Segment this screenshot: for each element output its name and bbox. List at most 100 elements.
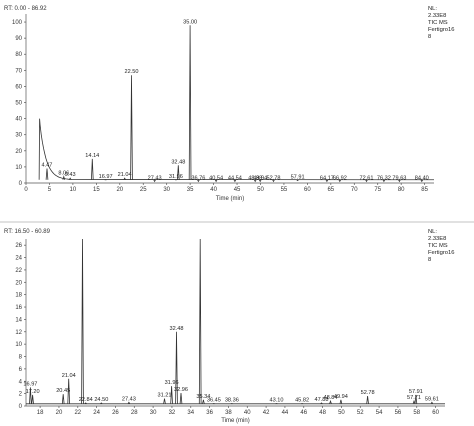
x-tick-label: 58: [413, 410, 420, 416]
y-tick-label: 18: [15, 293, 22, 299]
info-line: NL:: [428, 6, 437, 12]
peak-line: [253, 179, 257, 183]
peak-label: 31.96: [169, 174, 183, 180]
y-tick-label: 24: [15, 256, 22, 262]
peak-line: [170, 386, 173, 404]
y-tick-label: 70: [15, 68, 22, 74]
peak-line: [67, 378, 70, 404]
x-tick-label: 60: [432, 410, 439, 416]
peak-label: 64.17: [320, 175, 334, 181]
x-tick-label: 52: [357, 410, 364, 416]
x-tick-label: 34: [187, 410, 194, 416]
peak-line: [62, 175, 66, 180]
x-tick-label: 42: [263, 410, 270, 416]
y-tick-label: 60: [15, 84, 22, 90]
peak-label: 38.36: [225, 398, 239, 404]
info-line: Fertigro16: [428, 250, 454, 256]
x-tick-label: 30: [163, 187, 170, 193]
peak-label: 45.82: [295, 398, 309, 404]
info-line: 8: [428, 34, 431, 40]
peak-line: [339, 399, 343, 404]
x-tick-label: 50: [257, 187, 264, 193]
peak-label: 48.84: [324, 395, 338, 401]
peak-line: [214, 179, 218, 183]
peak-label: 24.50: [94, 397, 108, 403]
info-line: NL:: [428, 229, 437, 235]
x-tick-label: 65: [327, 187, 334, 193]
peak-label: 35.34: [196, 394, 210, 400]
y-tick-label: 90: [15, 36, 22, 42]
y-tick-label: 22: [15, 268, 22, 274]
info-line: 2.33E8: [428, 13, 446, 19]
peak-line: [45, 168, 49, 180]
peak-label: 21.04: [62, 373, 76, 379]
peak-line: [163, 398, 166, 404]
peak-line: [81, 238, 84, 404]
y-tick-label: 10: [15, 342, 22, 348]
peak-label: 57.91: [409, 389, 423, 395]
peak-label: 84.40: [415, 175, 429, 181]
peak-line: [188, 25, 192, 180]
peak-label: 4.47: [42, 163, 53, 169]
peak-line: [123, 177, 126, 180]
rt-range-label: RT: 16.50 - 60.89: [4, 229, 51, 235]
x-tick-label: 46: [300, 410, 307, 416]
peak-line: [366, 396, 369, 404]
peak-line: [68, 177, 72, 180]
peak-label: 36.45: [207, 398, 221, 404]
y-tick-label: 4: [19, 379, 23, 385]
peak-label: 32.96: [174, 387, 188, 393]
x-tick-label: 20: [56, 410, 63, 416]
peak-line: [233, 179, 237, 183]
y-tick-label: 26: [15, 243, 22, 249]
x-tick-label: 44: [282, 410, 289, 416]
info-line: 8: [428, 257, 431, 263]
x-tick-label: 30: [150, 410, 157, 416]
baseline-trace: [38, 118, 435, 181]
peak-line: [202, 399, 205, 404]
peak-line: [31, 394, 34, 404]
x-tick-label: 54: [376, 410, 383, 416]
x-tick-label: 55: [281, 187, 288, 193]
peak-line: [296, 179, 299, 182]
peak-line: [153, 179, 156, 183]
peak-label: 27.43: [148, 175, 162, 181]
peak-label: 22.50: [125, 69, 139, 75]
peak-label: 27.43: [122, 396, 136, 402]
peak-label: 49.94: [334, 394, 348, 400]
y-tick-label: 8: [19, 355, 23, 361]
x-tick-label: 60: [304, 187, 311, 193]
peak-line: [197, 179, 200, 183]
y-tick-label: 80: [15, 52, 22, 58]
peak-line: [272, 179, 275, 183]
peak-label: 79.63: [392, 175, 406, 181]
x-tick-label: 5: [48, 187, 52, 193]
peak-label: 35.00: [183, 19, 197, 25]
x-tick-label: 38: [225, 410, 232, 416]
x-tick-label: 10: [70, 187, 77, 193]
peak-label: 66.92: [333, 175, 347, 181]
info-line: TIC MS: [428, 243, 448, 249]
x-tick-label: 24: [93, 410, 100, 416]
peak-label: 57.91: [291, 175, 305, 181]
peak-line: [414, 394, 418, 404]
x-tick-label: 18: [37, 410, 44, 416]
x-tick-label: 22: [74, 410, 81, 416]
peak-label: 22.84: [79, 397, 93, 403]
x-tick-label: 20: [116, 187, 123, 193]
peak-label: 14.14: [85, 153, 99, 159]
x-tick-label: 70: [351, 187, 358, 193]
peak-label: 47.88: [314, 397, 328, 403]
x-tick-label: 48: [319, 410, 326, 416]
info-line: Fertigro16: [428, 27, 454, 33]
y-tick-label: 14: [15, 317, 22, 323]
y-tick-label: 12: [15, 330, 22, 336]
peak-line: [177, 165, 180, 180]
x-axis-label: Time (min): [221, 418, 249, 424]
x-tick-label: 75: [374, 187, 381, 193]
x-axis-label: Time (min): [216, 196, 244, 202]
y-tick-label: 40: [15, 117, 22, 123]
